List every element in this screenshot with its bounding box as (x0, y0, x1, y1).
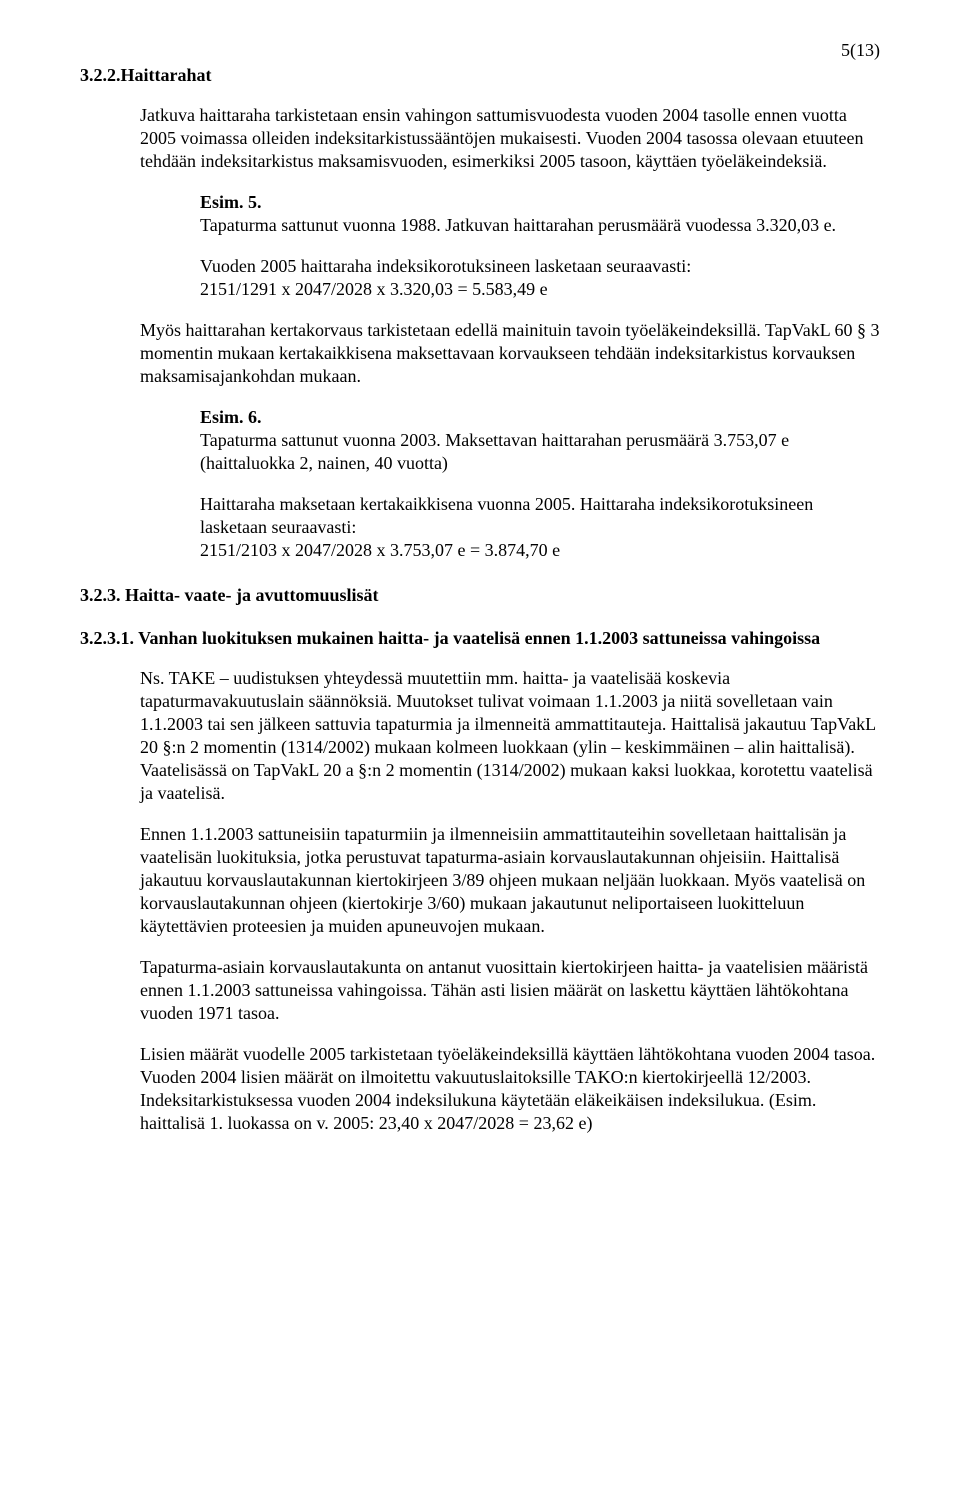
heading-3-2-2: 3.2.2.Haittarahat (80, 65, 880, 86)
example-5: Esim. 5. Tapaturma sattunut vuonna 1988.… (200, 191, 880, 237)
example-6-body: Tapaturma sattunut vuonna 2003. Maksetta… (200, 430, 789, 473)
paragraph: Tapaturma-asiain korvauslautakunta on an… (140, 956, 880, 1025)
example-5-label: Esim. 5. (200, 192, 262, 212)
example-6: Esim. 6. Tapaturma sattunut vuonna 2003.… (200, 406, 880, 475)
heading-3-2-3-1: 3.2.3.1. Vanhan luokituksen mukainen hai… (80, 628, 880, 649)
heading-3-2-3: 3.2.3. Haitta- vaate- ja avuttomuuslisät (80, 585, 880, 606)
example-5-calc-intro: Vuoden 2005 haittaraha indeksikorotuksin… (200, 256, 691, 276)
example-6-label: Esim. 6. (200, 407, 262, 427)
example-5-body: Tapaturma sattunut vuonna 1988. Jatkuvan… (200, 215, 836, 235)
example-5-calc: Vuoden 2005 haittaraha indeksikorotuksin… (200, 255, 880, 301)
paragraph: Jatkuva haittaraha tarkistetaan ensin va… (140, 104, 880, 173)
paragraph: Ennen 1.1.2003 sattuneisiin tapaturmiin … (140, 823, 880, 938)
page-number: 5(13) (140, 40, 880, 61)
paragraph: Lisien määrät vuodelle 2005 tarkistetaan… (140, 1043, 880, 1135)
example-5-calc-value: 2151/1291 x 2047/2028 x 3.320,03 = 5.583… (200, 279, 548, 299)
paragraph: Myös haittarahan kertakorvaus tarkisteta… (140, 319, 880, 388)
example-6-calc: 2151/2103 x 2047/2028 x 3.753,07 e = 3.8… (200, 540, 560, 560)
example-6-p2: Haittaraha maksetaan kertakaikkisena vuo… (200, 494, 813, 537)
document-page: 5(13) 3.2.2.Haittarahat Jatkuva haittara… (0, 0, 960, 1193)
paragraph: Ns. TAKE – uudistuksen yhteydessä muutet… (140, 667, 880, 805)
example-6-part2: Haittaraha maksetaan kertakaikkisena vuo… (200, 493, 880, 562)
